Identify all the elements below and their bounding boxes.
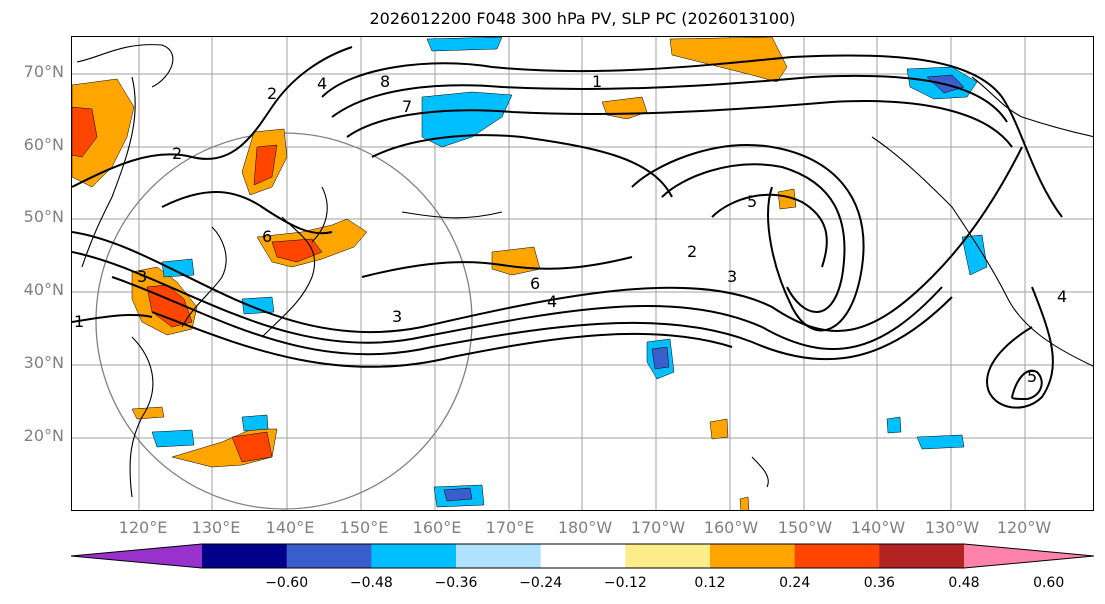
colorbar-tick-label: −0.60	[265, 575, 309, 591]
slp-contours	[72, 46, 1063, 409]
lat-label: 40°N	[23, 280, 64, 299]
colorbar-extend-low	[71, 544, 202, 568]
contour-label: 4	[547, 292, 557, 311]
colorbar-segment	[286, 544, 372, 568]
lon-label: 120°E	[118, 518, 168, 537]
contour-label: 3	[727, 267, 737, 286]
lon-label: 150°E	[339, 518, 389, 537]
colorbar-tick-label: 0.36	[863, 575, 895, 591]
figure-title: 2026012200 F048 300 hPa PV, SLP PC (2026…	[369, 9, 796, 28]
colorbar-tick-label: −0.24	[519, 575, 563, 591]
contour-label: 2	[172, 144, 182, 163]
contour-label: 7	[402, 97, 412, 116]
lon-label: 170°E	[485, 518, 535, 537]
contour-label: 4	[317, 74, 327, 93]
colorbar-tick-label: 0.48	[948, 575, 980, 591]
contour-label: 4	[1057, 287, 1067, 306]
contour-labels: 1 2 2 3 3 4 4 5 5 6 6 7 8 2 3 4 1	[74, 72, 1067, 386]
colorbar-segment	[202, 544, 288, 568]
pv-negative-anomalies	[151, 37, 988, 508]
colorbar-tick-label: 0.60	[1033, 575, 1065, 591]
colorbar-tick-label: 0.24	[779, 575, 811, 591]
colorbar	[71, 543, 1094, 569]
contour-label: 3	[392, 307, 402, 326]
colorbar-segment	[456, 544, 542, 568]
colorbar-segment	[371, 544, 457, 568]
colorbar-segment	[879, 544, 965, 568]
lon-label: 140°E	[265, 518, 315, 537]
colorbar-tick-label: −0.48	[349, 575, 393, 591]
contour-label: 1	[592, 72, 602, 91]
lon-label: 160°E	[412, 518, 462, 537]
lon-label: 120°W	[996, 518, 1052, 537]
colorbar-tick-label: −0.12	[603, 575, 647, 591]
contour-label: 1	[74, 312, 84, 331]
colorbar-tick-label: −0.36	[434, 575, 478, 591]
contour-label: 5	[747, 192, 757, 211]
contour-label: 3	[137, 267, 147, 286]
contour-label: 8	[380, 72, 390, 91]
map-canvas: 1 2 2 3 3 4 4 5 5 6 6 7 8 2 3 4 1	[72, 37, 1093, 510]
lon-label: 180°W	[557, 518, 613, 537]
lon-label: 130°E	[191, 518, 241, 537]
lat-label: 50°N	[23, 207, 64, 226]
lon-label: 130°W	[924, 518, 980, 537]
contour-label: 2	[267, 84, 277, 103]
lon-label: 140°W	[850, 518, 906, 537]
lat-label: 70°N	[23, 62, 64, 81]
contour-label: 6	[262, 227, 272, 246]
colorbar-segment	[794, 544, 880, 568]
lat-label: 60°N	[23, 135, 64, 154]
contour-label: 5	[1027, 367, 1037, 386]
contour-label: 2	[687, 242, 697, 261]
colorbar-segment	[710, 544, 796, 568]
colorbar-segment	[540, 544, 626, 568]
lon-label: 160°W	[703, 518, 759, 537]
pv-positive-anomalies	[72, 37, 797, 510]
coastlines	[76, 44, 1093, 498]
lat-label: 20°N	[23, 426, 64, 445]
colorbar-extend-high	[964, 544, 1094, 568]
map-panel: 1 2 2 3 3 4 4 5 5 6 6 7 8 2 3 4 1	[71, 36, 1094, 511]
colorbar-segment	[625, 544, 711, 568]
lat-label: 30°N	[23, 353, 64, 372]
contour-label: 6	[530, 274, 540, 293]
lon-label: 170°W	[630, 518, 686, 537]
colorbar-tick-label: 0.12	[694, 575, 726, 591]
lon-label: 150°W	[777, 518, 833, 537]
